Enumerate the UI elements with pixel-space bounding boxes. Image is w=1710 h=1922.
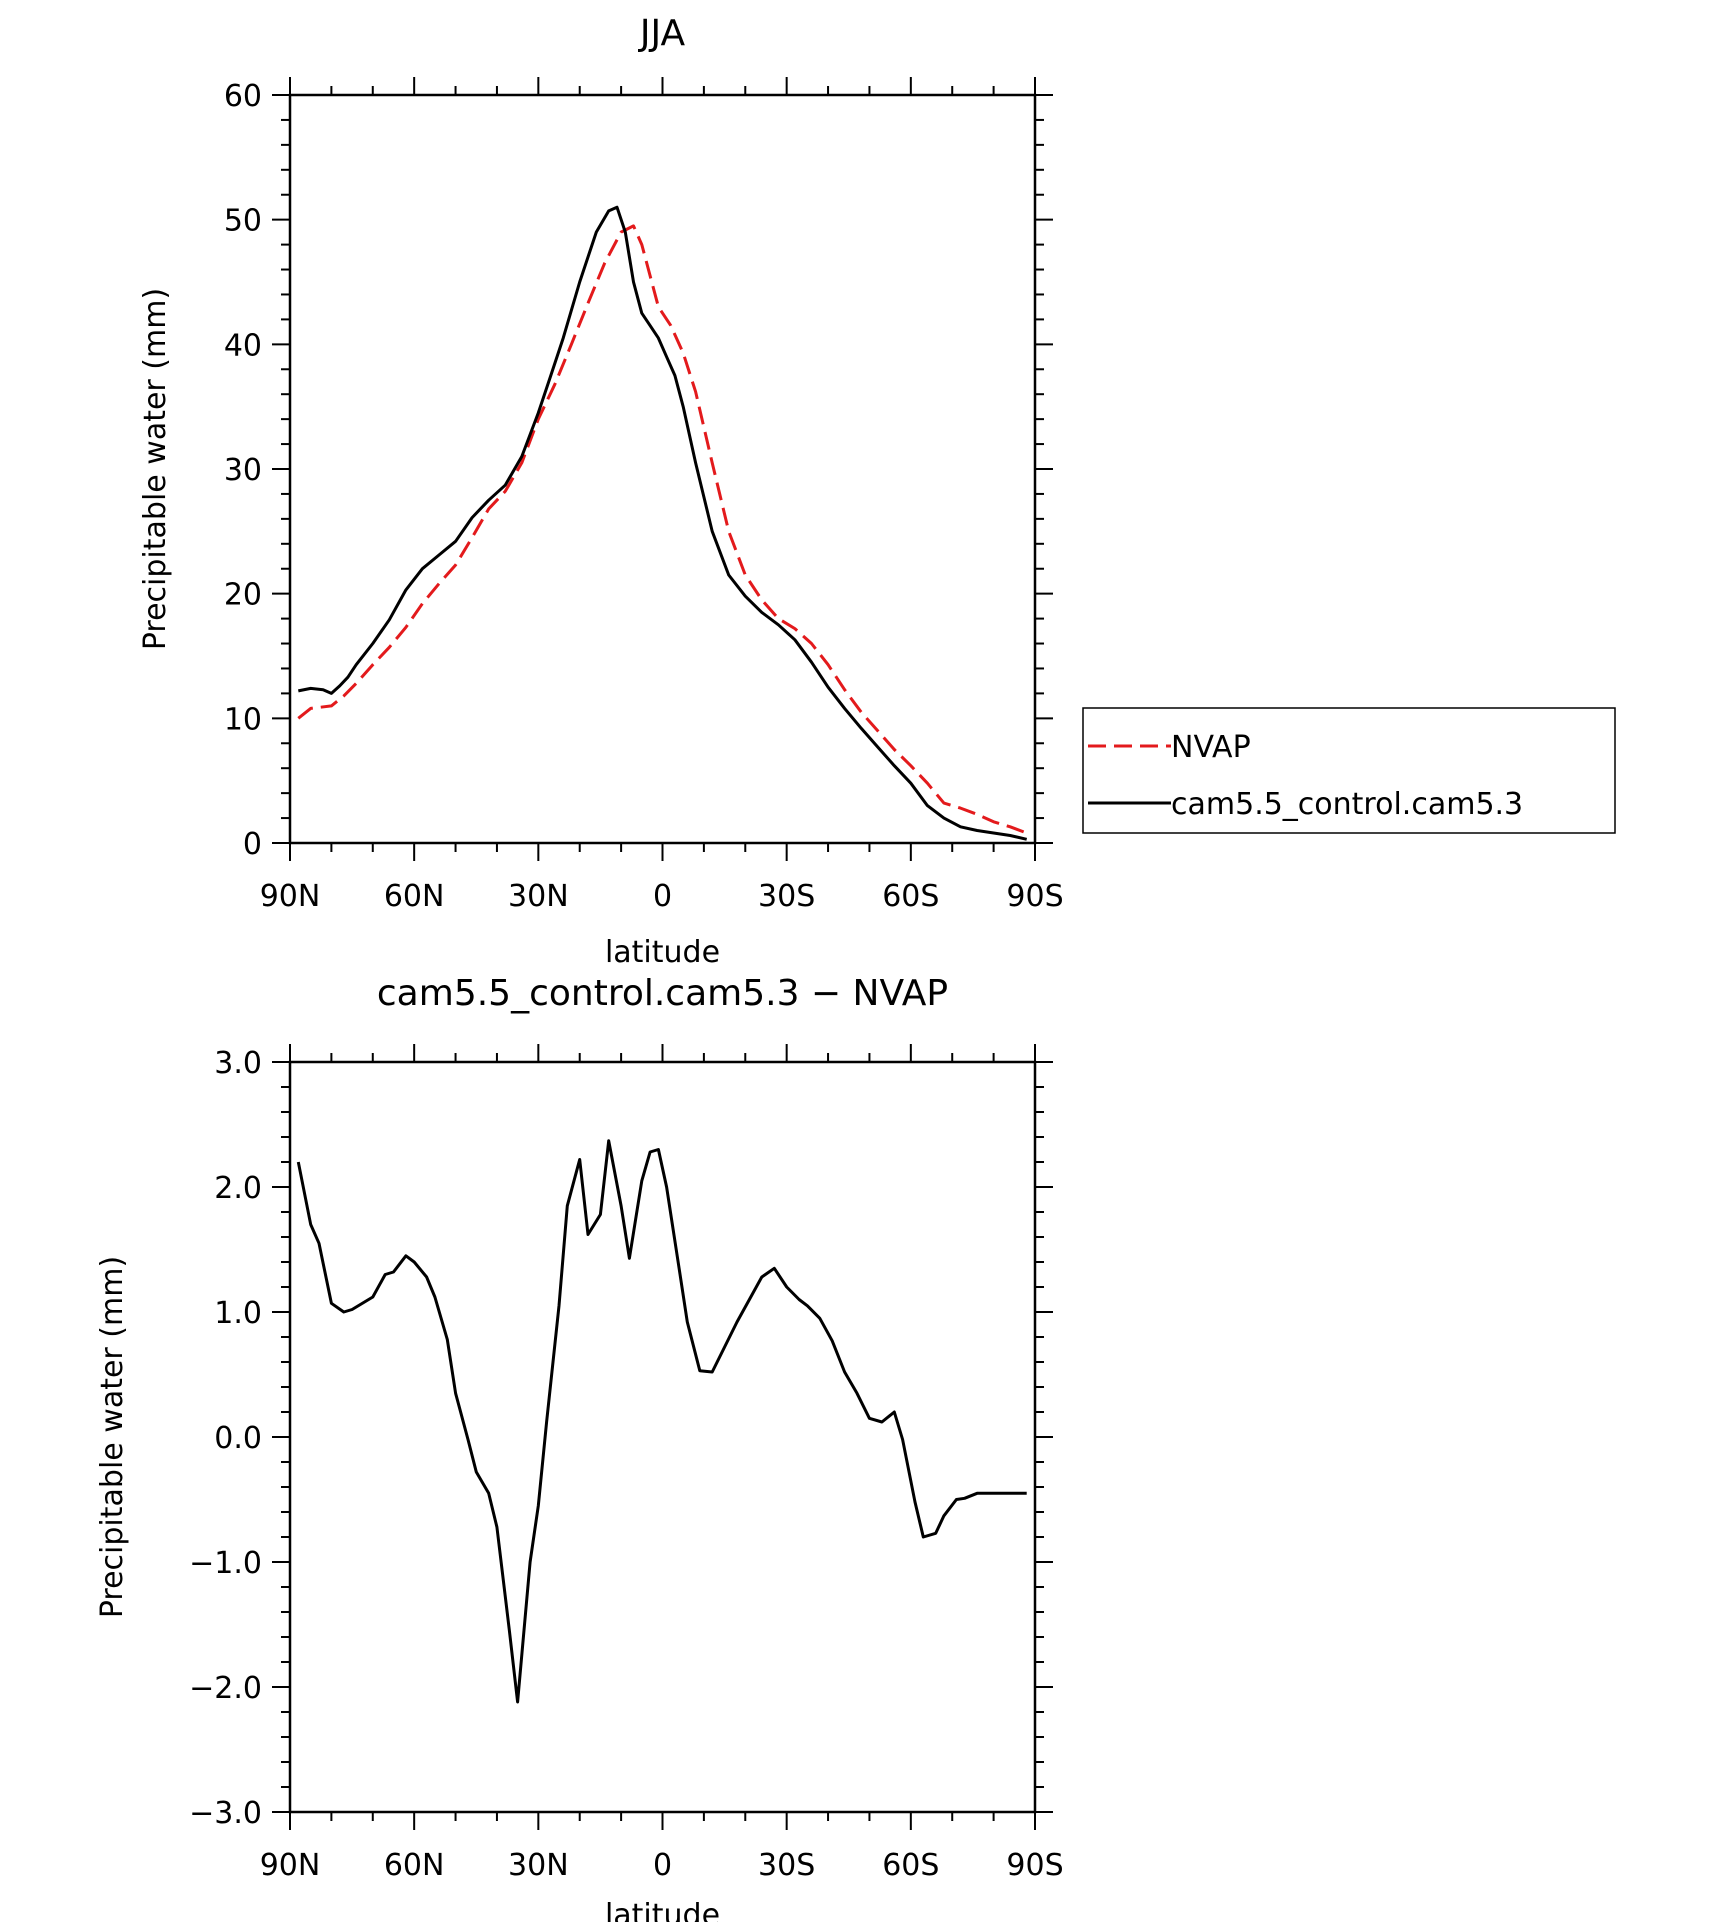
x-tick-label: 60S bbox=[882, 879, 939, 914]
y-tick-label: 0.0 bbox=[214, 1421, 262, 1456]
y-tick-label: 2.0 bbox=[214, 1171, 262, 1206]
x-tick-label: 60N bbox=[384, 1848, 445, 1883]
x-axis-label: latitude bbox=[605, 1898, 720, 1922]
x-tick-label: 90S bbox=[1006, 1848, 1063, 1883]
x-tick-label: 30N bbox=[508, 1848, 569, 1883]
y-axis-label: Precipitable water (mm) bbox=[138, 288, 173, 650]
chart-title: cam5.5_control.cam5.3 − NVAP bbox=[377, 973, 948, 1014]
series-line-cam5-5-control-cam5-3 bbox=[298, 205, 1028, 841]
y-tick-label: 10 bbox=[224, 702, 262, 737]
x-tick-label: 60S bbox=[882, 1848, 939, 1883]
y-tick-label: 1.0 bbox=[214, 1296, 262, 1331]
legend-label: cam5.5_control.cam5.3 bbox=[1171, 787, 1523, 822]
chart-title: JJA bbox=[638, 13, 686, 54]
plot-frame bbox=[288, 93, 1037, 845]
y-tick-label: 50 bbox=[224, 204, 262, 239]
y-tick-label: 3.0 bbox=[214, 1046, 262, 1081]
x-tick-label: 30S bbox=[758, 1848, 815, 1883]
y-tick-label: 60 bbox=[224, 79, 262, 114]
x-tick-label: 90N bbox=[260, 1848, 321, 1883]
x-tick-label: 30S bbox=[758, 879, 815, 914]
y-tick-label: −2.0 bbox=[189, 1671, 262, 1706]
y-tick-label: 30 bbox=[224, 453, 262, 488]
x-tick-label: 0 bbox=[653, 1848, 672, 1883]
series-line-difference bbox=[296, 1139, 1027, 1704]
y-tick-label: −1.0 bbox=[189, 1546, 262, 1581]
bottom-panel-difference: cam5.5_control.cam5.3 − NVAP −3.0 −2.0 −1.0… bbox=[95, 973, 1064, 1922]
y-tick-label: −3.0 bbox=[189, 1796, 262, 1831]
x-tick-label: 90S bbox=[1006, 879, 1063, 914]
y-tick-label: 40 bbox=[224, 328, 262, 363]
series-line-nvap bbox=[297, 224, 1028, 835]
x-axis-label: latitude bbox=[605, 935, 720, 970]
top-panel-jja: JJA 0 10 20 30 40 50 60 90N 60N 30N 0 30S 60S 90S latit… bbox=[138, 13, 1064, 970]
x-tick-label: 30N bbox=[508, 879, 569, 914]
y-axis-label: Precipitable water (mm) bbox=[95, 1256, 130, 1618]
legend-box bbox=[1082, 707, 1616, 834]
x-tick-label: 60N bbox=[384, 879, 445, 914]
legend: NVAP cam5.5_control.cam5.3 bbox=[1082, 707, 1616, 834]
x-tick-label: 0 bbox=[653, 879, 672, 914]
legend-label: NVAP bbox=[1171, 730, 1251, 765]
x-tick-label: 90N bbox=[260, 879, 321, 914]
y-tick-label: 0 bbox=[243, 827, 262, 862]
y-tick-label: 20 bbox=[224, 578, 262, 613]
